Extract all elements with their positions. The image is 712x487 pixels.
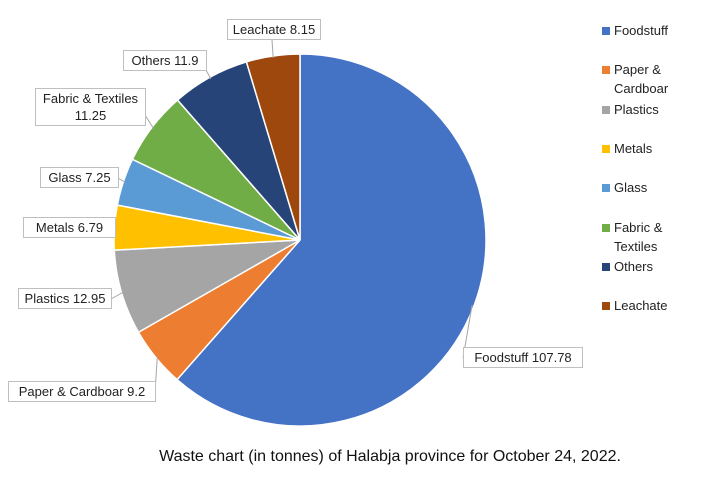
leader-line bbox=[205, 69, 212, 80]
legend-label: Others bbox=[614, 258, 654, 274]
legend-swatch bbox=[602, 66, 610, 75]
legend-swatch bbox=[602, 223, 610, 232]
legend-swatch bbox=[602, 144, 610, 153]
data-label: Paper & Cardboar 9.2 bbox=[8, 381, 156, 402]
leader-line bbox=[271, 39, 274, 58]
data-label: Others 11.9 bbox=[123, 50, 207, 71]
legend-label: Glass bbox=[614, 180, 648, 196]
legend-swatch bbox=[602, 184, 610, 193]
legend-label: Leachate bbox=[614, 298, 668, 314]
data-label: Fabric & Textiles 11.25 bbox=[35, 88, 146, 126]
legend-swatch bbox=[602, 27, 610, 35]
data-label: Metals 6.79 bbox=[23, 217, 116, 238]
legend-label: Paper & Cardboar bbox=[614, 62, 669, 97]
data-label: Foodstuff 107.78 bbox=[463, 347, 583, 368]
legend-label: Foodstuff bbox=[614, 23, 668, 38]
legend-label: Plastics bbox=[614, 101, 659, 117]
data-label: Glass 7.25 bbox=[40, 167, 119, 188]
data-label: Leachate 8.15 bbox=[227, 19, 321, 40]
legend-swatch bbox=[602, 302, 610, 311]
legend-label: Metals bbox=[614, 140, 653, 156]
legend-swatch bbox=[602, 262, 610, 271]
leader-line bbox=[117, 177, 126, 183]
pie-slice bbox=[175, 53, 487, 427]
legend-swatch bbox=[602, 105, 610, 114]
leader-line bbox=[144, 114, 154, 129]
leader-line bbox=[110, 291, 124, 300]
chart-title: Waste chart (in tonnes) of Halabja provi… bbox=[159, 448, 621, 465]
data-label: Plastics 12.95 bbox=[18, 288, 112, 309]
legend-label: Fabric & Textiles bbox=[614, 219, 663, 254]
